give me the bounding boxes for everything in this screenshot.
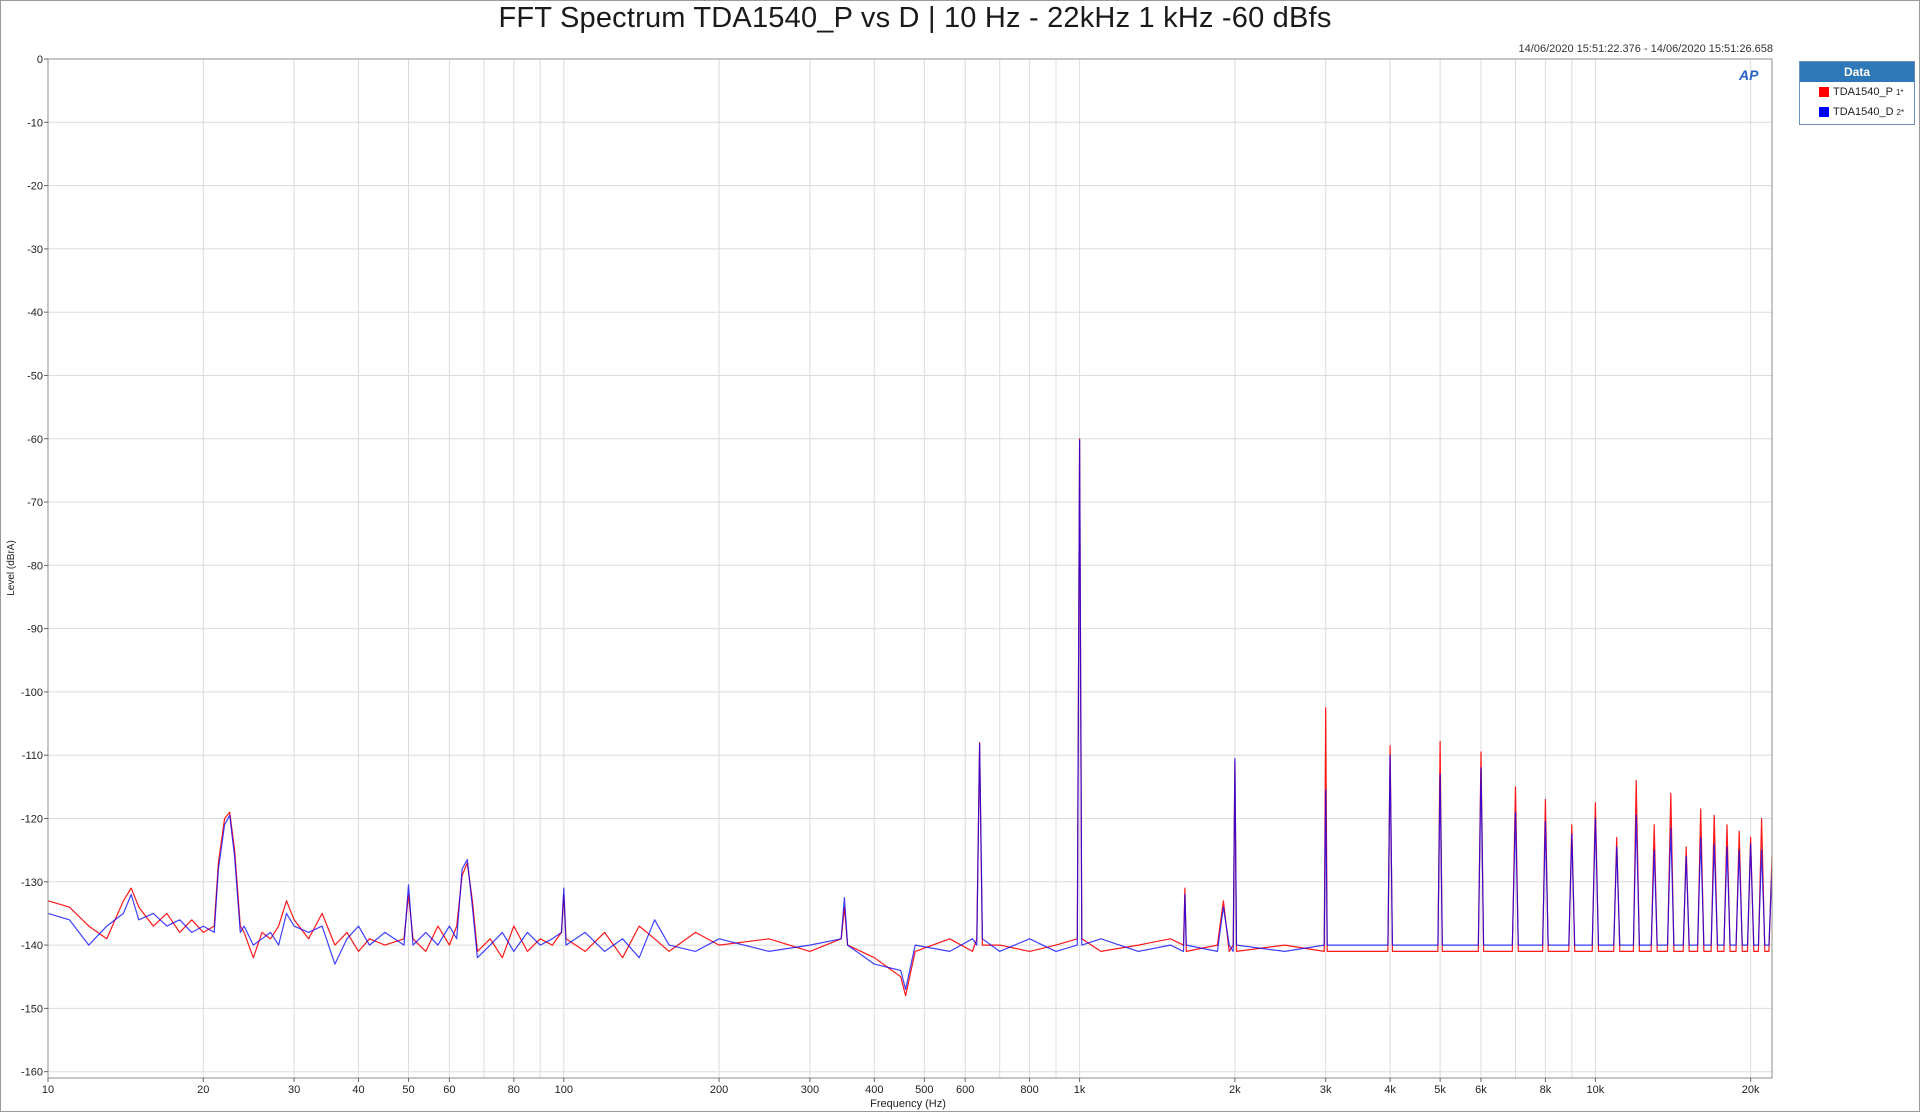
x-axis-label: Frequency (Hz) <box>870 1098 946 1110</box>
y-tick-label: -30 <box>27 244 43 256</box>
x-tick-label: 800 <box>1020 1084 1038 1096</box>
x-tick-label: 10k <box>1587 1084 1605 1096</box>
x-tick-label: 4k <box>1384 1084 1396 1096</box>
legend[interactable]: Data TDA1540_P 1* TDA1540_D 2* <box>1799 61 1915 125</box>
legend-label: TDA1540_D <box>1833 106 1894 118</box>
y-tick-label: 0 <box>37 54 43 66</box>
x-tick-label: 600 <box>956 1084 974 1096</box>
x-tick-label: 10 <box>42 1084 54 1096</box>
series-layer <box>47 438 1773 997</box>
y-tick-label: -150 <box>21 1003 43 1015</box>
x-tick-label: 20k <box>1742 1084 1760 1096</box>
x-tick-label: 3k <box>1320 1084 1332 1096</box>
x-tick-label: 60 <box>443 1084 455 1096</box>
legend-label: TDA1540_P <box>1833 86 1893 98</box>
legend-item-series-2[interactable]: TDA1540_D 2* <box>1800 102 1914 122</box>
series-line-2 <box>47 439 1773 990</box>
x-tick-label: 8k <box>1540 1084 1552 1096</box>
x-tick-label: 100 <box>555 1084 573 1096</box>
legend-swatch-red <box>1819 87 1829 97</box>
legend-swatch-blue <box>1819 107 1829 117</box>
y-tick-label: -160 <box>21 1067 43 1079</box>
y-tick-label: -70 <box>27 497 43 509</box>
x-tick-label: 20 <box>197 1084 209 1096</box>
y-tick-label: -120 <box>21 814 43 826</box>
x-tick-label: 400 <box>865 1084 883 1096</box>
x-tick-label: 6k <box>1475 1084 1487 1096</box>
x-tick-label: 200 <box>710 1084 728 1096</box>
x-tick-label: 300 <box>801 1084 819 1096</box>
y-tick-label: -20 <box>27 181 43 193</box>
x-tick-label: 1k <box>1074 1084 1086 1096</box>
series-line-1 <box>47 438 1773 997</box>
legend-tag: 1* <box>1895 87 1904 97</box>
y-tick-label: -40 <box>27 307 43 319</box>
y-tick-label: -140 <box>21 940 43 952</box>
x-tick-label: 2k <box>1229 1084 1241 1096</box>
ap-logo-icon: AP <box>1739 67 1759 83</box>
y-tick-label: -110 <box>22 750 43 762</box>
y-tick-label: -80 <box>27 560 43 572</box>
y-tick-label: -130 <box>21 877 43 889</box>
measurement-timestamp: 14/06/2020 15:51:22.376 - 14/06/2020 15:… <box>1518 43 1773 55</box>
x-tick-label: 80 <box>508 1084 520 1096</box>
y-tick-label: -90 <box>27 624 43 636</box>
y-tick-label: -100 <box>21 687 43 699</box>
x-tick-label: 40 <box>352 1084 364 1096</box>
y-tick-label: -10 <box>27 117 43 129</box>
legend-tag: 2* <box>1896 107 1905 117</box>
x-tick-label: 50 <box>402 1084 414 1096</box>
axis-layer: 0 -10 -20 -30 -40 -50 -60 -70 -80 -90 -100 -110 -120… <box>21 54 1773 1096</box>
x-tick-label: 5k <box>1434 1084 1446 1096</box>
legend-item-series-1[interactable]: TDA1540_P 1* <box>1800 82 1914 102</box>
y-tick-label: -60 <box>27 434 43 446</box>
plot-border <box>47 58 1773 1079</box>
y-tick-label: -50 <box>27 370 43 382</box>
x-tick-label: 30 <box>288 1084 300 1096</box>
y-axis-label: Level (dBrA) <box>6 540 17 596</box>
x-tick-label: 500 <box>915 1084 933 1096</box>
chart-title: FFT Spectrum TDA1540_P vs D | 10 Hz - 22… <box>498 2 1332 34</box>
legend-header: Data <box>1800 62 1914 82</box>
